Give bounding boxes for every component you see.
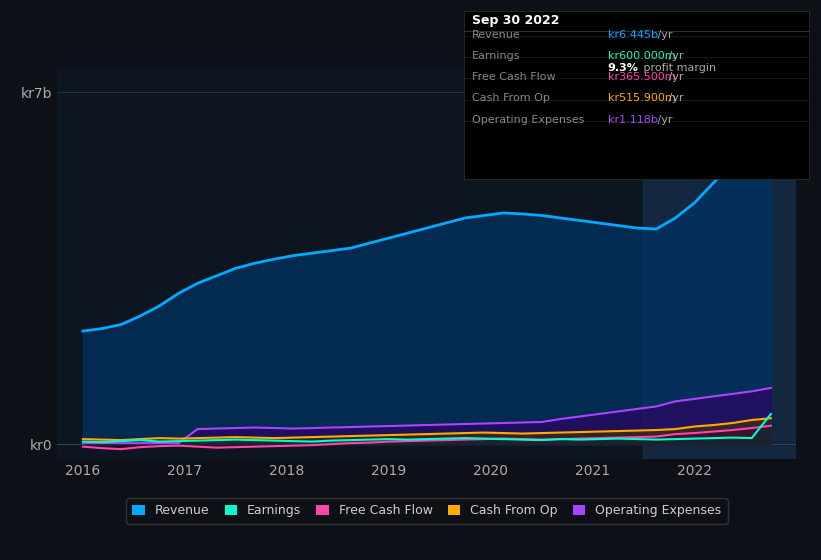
Text: kr365.500m: kr365.500m (608, 72, 675, 82)
Text: /yr: /yr (665, 94, 684, 104)
Text: /yr: /yr (654, 30, 672, 40)
Text: kr515.900m: kr515.900m (608, 94, 676, 104)
Text: Revenue: Revenue (472, 30, 521, 40)
Text: 9.3%: 9.3% (608, 63, 639, 73)
Text: kr6.445b: kr6.445b (608, 30, 658, 40)
Bar (644, 67, 796, 459)
Text: Sep 30 2022: Sep 30 2022 (472, 13, 560, 26)
Text: /yr: /yr (665, 72, 684, 82)
Text: /yr: /yr (665, 51, 684, 61)
Text: Earnings: Earnings (472, 51, 521, 61)
Text: Cash From Op: Cash From Op (472, 94, 550, 104)
Text: /yr: /yr (654, 115, 672, 125)
Text: Operating Expenses: Operating Expenses (472, 115, 585, 125)
Text: Free Cash Flow: Free Cash Flow (472, 72, 556, 82)
Text: kr600.000m: kr600.000m (608, 51, 675, 61)
Legend: Revenue, Earnings, Free Cash Flow, Cash From Op, Operating Expenses: Revenue, Earnings, Free Cash Flow, Cash … (126, 498, 727, 524)
Text: profit margin: profit margin (640, 63, 717, 73)
Text: kr1.118b: kr1.118b (608, 115, 658, 125)
